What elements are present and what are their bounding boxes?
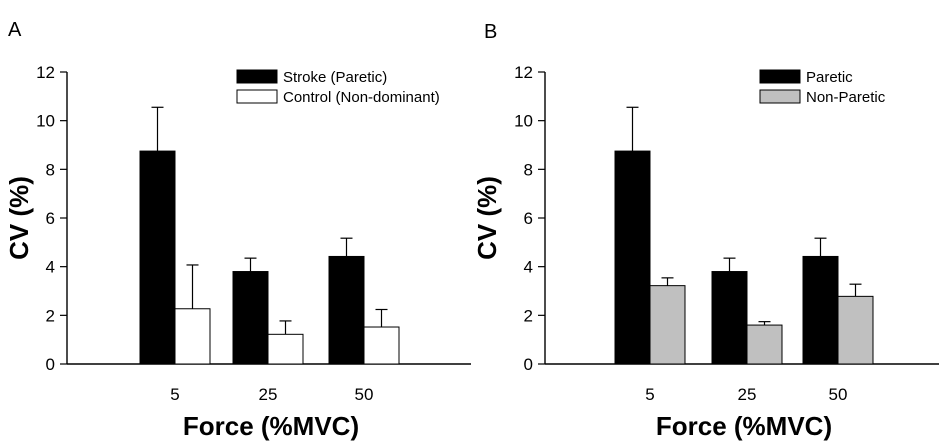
- panel-label: A: [8, 19, 22, 41]
- legend-swatch: [236, 69, 278, 84]
- y-tick-label: 6: [46, 209, 55, 228]
- y-tick-label: 6: [524, 209, 533, 228]
- bar: [614, 150, 651, 365]
- bar: [232, 271, 269, 365]
- bar: [139, 150, 176, 365]
- legend-label: Stroke (Paretic): [283, 69, 387, 86]
- bar: [328, 255, 365, 365]
- x-axis-title: Force (%MVC): [656, 411, 832, 441]
- legend-swatch: [759, 89, 801, 104]
- bar: [711, 271, 748, 365]
- x-tick-label: 50: [355, 385, 374, 404]
- y-tick-label: 8: [46, 160, 55, 179]
- y-tick-label: 0: [46, 355, 55, 374]
- bar: [363, 326, 400, 365]
- y-tick-label: 0: [524, 355, 533, 374]
- y-tick-label: 4: [46, 258, 55, 277]
- y-axis-title: CV (%): [4, 176, 34, 260]
- y-tick-label: 12: [36, 63, 55, 82]
- y-axis-title: CV (%): [472, 176, 502, 260]
- legend-label: Non-Paretic: [806, 89, 886, 106]
- y-tick-label: 8: [524, 160, 533, 179]
- bar: [746, 324, 783, 365]
- x-tick-label: 5: [645, 385, 654, 404]
- y-tick-label: 2: [46, 306, 55, 325]
- x-tick-label: 25: [738, 385, 757, 404]
- legend-label: Paretic: [806, 69, 853, 86]
- x-tick-label: 50: [829, 385, 848, 404]
- y-tick-label: 4: [524, 258, 533, 277]
- x-tick-label: 25: [259, 385, 278, 404]
- legend-swatch: [759, 69, 801, 84]
- bar: [649, 285, 686, 365]
- y-tick-label: 10: [514, 112, 533, 131]
- legend-label: Control (Non-dominant): [283, 89, 440, 106]
- bar: [174, 308, 211, 365]
- bar: [267, 333, 304, 365]
- bar: [837, 295, 874, 365]
- y-tick-label: 12: [514, 63, 533, 82]
- panel-label: B: [484, 21, 497, 43]
- y-tick-label: 2: [524, 306, 533, 325]
- bar: [802, 255, 839, 365]
- x-axis-title: Force (%MVC): [183, 411, 359, 441]
- legend-swatch: [236, 89, 278, 104]
- y-tick-label: 10: [36, 112, 55, 131]
- x-tick-label: 5: [170, 385, 179, 404]
